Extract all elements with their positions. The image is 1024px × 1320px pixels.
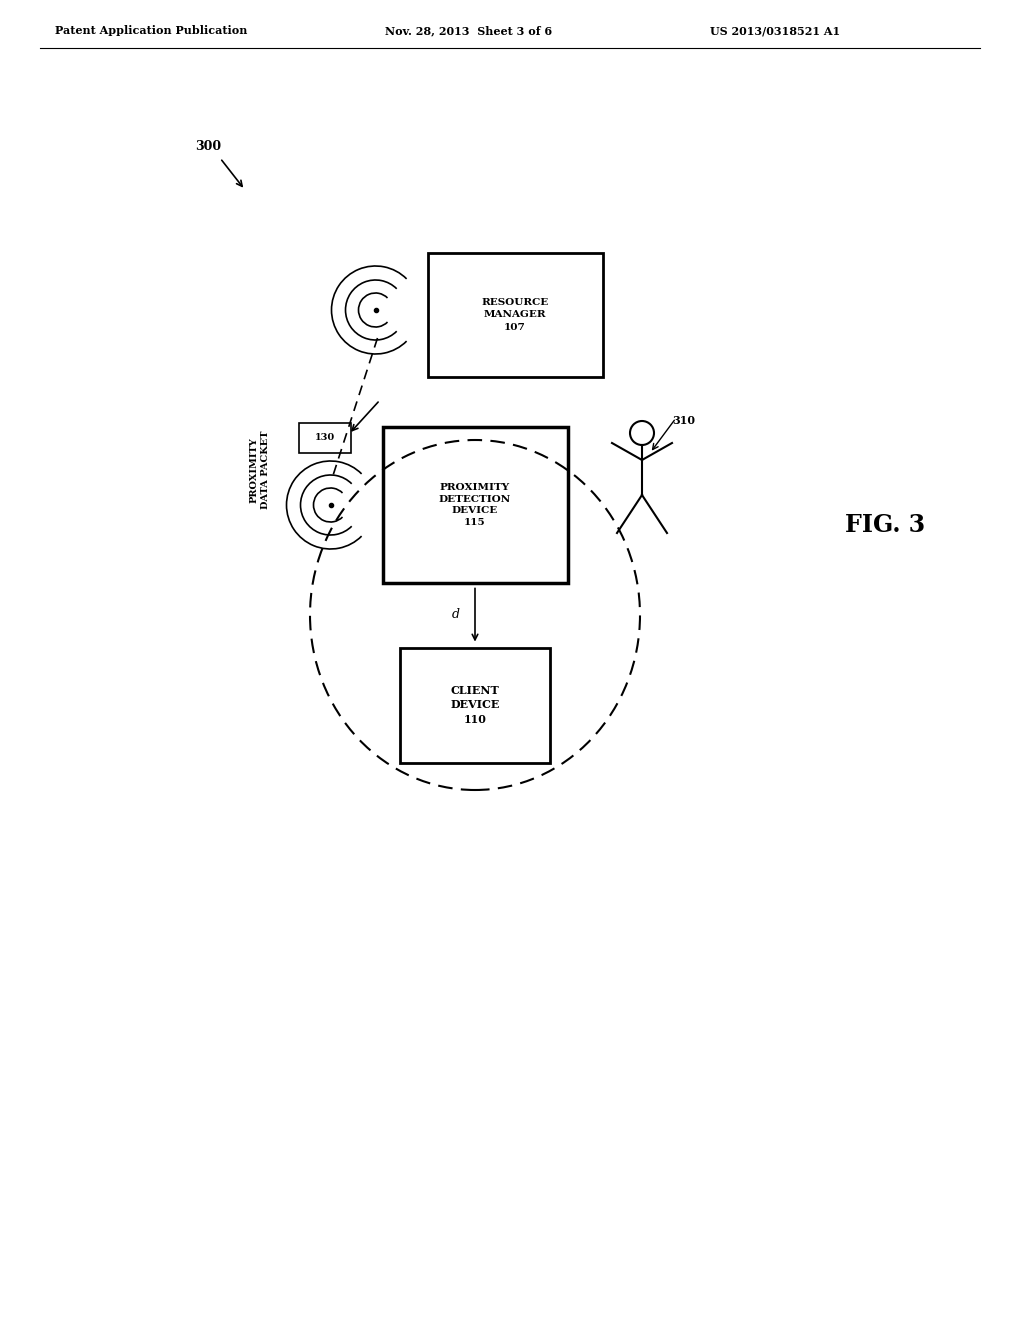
Text: PROXIMITY
DETECTION
DEVICE
115: PROXIMITY DETECTION DEVICE 115 <box>439 483 511 527</box>
Text: US 2013/0318521 A1: US 2013/0318521 A1 <box>710 25 840 36</box>
Text: 310: 310 <box>672 414 695 426</box>
FancyBboxPatch shape <box>427 252 602 378</box>
Text: PROXIMITY
DATA PACKET: PROXIMITY DATA PACKET <box>250 430 270 510</box>
FancyBboxPatch shape <box>299 422 351 453</box>
Text: Nov. 28, 2013  Sheet 3 of 6: Nov. 28, 2013 Sheet 3 of 6 <box>385 25 552 36</box>
Text: CLIENT
DEVICE
110: CLIENT DEVICE 110 <box>451 685 500 725</box>
Text: 130: 130 <box>314 433 335 442</box>
FancyBboxPatch shape <box>383 428 567 582</box>
Text: d: d <box>452 609 460 622</box>
FancyBboxPatch shape <box>400 648 550 763</box>
Text: FIG. 3: FIG. 3 <box>845 513 925 537</box>
Text: 300: 300 <box>195 140 221 153</box>
Text: Patent Application Publication: Patent Application Publication <box>55 25 248 36</box>
Text: RESOURCE
MANAGER
107: RESOURCE MANAGER 107 <box>481 298 549 333</box>
